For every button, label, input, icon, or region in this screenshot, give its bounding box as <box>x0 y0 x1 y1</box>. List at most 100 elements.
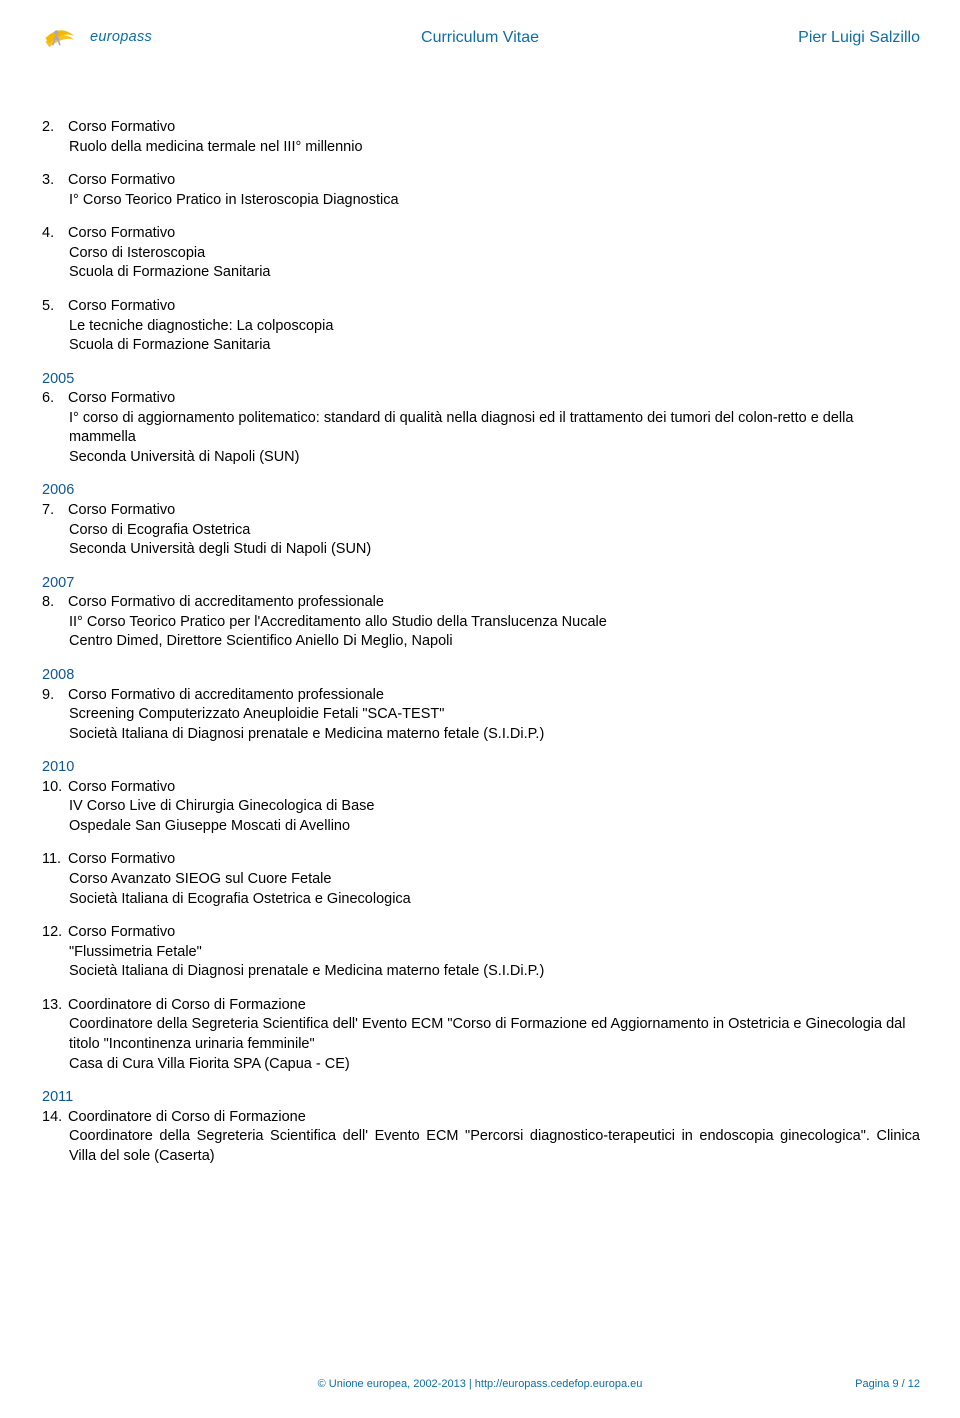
item-number: 7. <box>42 501 64 521</box>
europass-logo-icon <box>40 18 80 58</box>
item-body: IV Corso Live di Chirurgia Ginecologica … <box>42 797 920 836</box>
page-title: Curriculum Vitae <box>421 27 539 49</box>
item-heading: 10. Corso Formativo <box>42 778 920 798</box>
item-body: Corso di Ecografia OstetricaSeconda Univ… <box>42 521 920 560</box>
item-line: Casa di Cura Villa Fiorita SPA (Capua - … <box>69 1055 920 1075</box>
item-number: 6. <box>42 389 64 409</box>
year-heading: 2008 <box>42 666 920 686</box>
item-number: 5. <box>42 297 64 317</box>
item-line: Società Italiana di Ecografia Ostetrica … <box>69 890 920 910</box>
item-title: Corso Formativo <box>68 779 175 795</box>
item-line: Coordinatore della Segreteria Scientific… <box>69 1127 920 1166</box>
item-body: Coordinatore della Segreteria Scientific… <box>42 1127 920 1166</box>
item-title: Corso Formativo <box>68 172 175 188</box>
item-body: Le tecniche diagnostiche: La colposcopia… <box>42 317 920 356</box>
item-title: Corso Formativo <box>68 119 175 135</box>
item-line: Società Italiana di Diagnosi prenatale e… <box>69 962 920 982</box>
year-heading: 2006 <box>42 481 920 501</box>
item-line: Scuola di Formazione Sanitaria <box>69 336 920 356</box>
page: europass Curriculum Vitae Pier Luigi Sal… <box>0 0 960 1418</box>
europass-logo-text: europass <box>90 28 152 48</box>
item-line: Corso Avanzato SIEOG sul Cuore Fetale <box>69 870 920 890</box>
cv-item: 9. Corso Formativo di accreditamento pro… <box>42 686 920 745</box>
cv-item: 12. Corso Formativo"Flussimetria Fetale"… <box>42 923 920 982</box>
item-line: Corso di Ecografia Ostetrica <box>69 521 920 541</box>
item-line: I° Corso Teorico Pratico in Isteroscopia… <box>69 191 920 211</box>
item-line: Corso di Isteroscopia <box>69 244 920 264</box>
item-number: 12. <box>42 923 64 943</box>
item-body: "Flussimetria Fetale"Società Italiana di… <box>42 943 920 982</box>
cv-item: 6. Corso Formativo I° corso di aggiorname… <box>42 389 920 467</box>
item-number: 8. <box>42 593 64 613</box>
item-number: 11. <box>42 850 64 870</box>
item-title: Coordinatore di Corso di Formazione <box>68 997 306 1013</box>
item-line: Ospedale San Giuseppe Moscati di Avellin… <box>69 817 920 837</box>
item-line: Screening Computerizzato Aneuploidie Fet… <box>69 705 920 725</box>
item-line: "Flussimetria Fetale" <box>69 943 920 963</box>
item-line: Seconda Università degli Studi di Napoli… <box>69 540 920 560</box>
cv-item: 8. Corso Formativo di accreditamento pro… <box>42 593 920 652</box>
cv-item: 14. Coordinatore di Corso di FormazioneC… <box>42 1108 920 1167</box>
item-body: Coordinatore della Segreteria Scientific… <box>42 1015 920 1074</box>
cv-item: 5. Corso FormativoLe tecniche diagnostic… <box>42 297 920 356</box>
page-header: europass Curriculum Vitae Pier Luigi Sal… <box>40 18 920 58</box>
cv-item: 3. Corso FormativoI° Corso Teorico Prati… <box>42 171 920 210</box>
year-heading: 2005 <box>42 370 920 390</box>
item-heading: 12. Corso Formativo <box>42 923 920 943</box>
item-number: 14. <box>42 1108 64 1128</box>
item-body: Corso Avanzato SIEOG sul Cuore FetaleSoc… <box>42 870 920 909</box>
item-line: Società Italiana di Diagnosi prenatale e… <box>69 725 920 745</box>
item-number: 13. <box>42 996 64 1016</box>
item-title: Corso Formativo <box>68 851 175 867</box>
item-title: Corso Formativo <box>68 924 175 940</box>
cv-item: 10. Corso FormativoIV Corso Live di Chir… <box>42 778 920 837</box>
cv-item: 13. Coordinatore di Corso di Formazione C… <box>42 996 920 1074</box>
cv-item: 11. Corso FormativoCorso Avanzato SIEOG … <box>42 850 920 909</box>
year-heading: 2010 <box>42 758 920 778</box>
item-number: 4. <box>42 224 64 244</box>
item-line: Centro Dimed, Direttore Scientifico Anie… <box>69 632 920 652</box>
item-body: II° Corso Teorico Pratico per l'Accredit… <box>42 613 920 652</box>
item-line: Scuola di Formazione Sanitaria <box>69 263 920 283</box>
person-name: Pier Luigi Salzillo <box>798 27 920 49</box>
item-heading: 4. Corso Formativo <box>42 224 920 244</box>
item-body: Corso di IsteroscopiaScuola di Formazion… <box>42 244 920 283</box>
header-left-group: europass <box>40 18 152 58</box>
item-number: 2. <box>42 118 64 138</box>
item-heading: 9. Corso Formativo di accreditamento pro… <box>42 686 920 706</box>
item-line: II° Corso Teorico Pratico per l'Accredit… <box>69 613 920 633</box>
item-title: Corso Formativo <box>68 225 175 241</box>
item-number: 10. <box>42 778 64 798</box>
item-body: I° Corso Teorico Pratico in Isteroscopia… <box>42 191 920 211</box>
item-line: Le tecniche diagnostiche: La colposcopia <box>69 317 920 337</box>
item-heading: 3. Corso Formativo <box>42 171 920 191</box>
item-body: Ruolo della medicina termale nel III° mi… <box>42 138 920 158</box>
item-line: IV Corso Live di Chirurgia Ginecologica … <box>69 797 920 817</box>
page-footer: © Unione europea, 2002-2013 | http://eur… <box>0 1377 960 1392</box>
year-heading: 2011 <box>42 1088 920 1108</box>
item-title: Corso Formativo <box>68 298 175 314</box>
item-line: Seconda Università di Napoli (SUN) <box>69 448 920 468</box>
item-heading: 14. Coordinatore di Corso di Formazione <box>42 1108 920 1128</box>
item-heading: 11. Corso Formativo <box>42 850 920 870</box>
item-line: Ruolo della medicina termale nel III° mi… <box>69 138 920 158</box>
footer-copyright: © Unione europea, 2002-2013 | http://eur… <box>318 1377 643 1392</box>
year-heading: 2007 <box>42 574 920 594</box>
item-body: Screening Computerizzato Aneuploidie Fet… <box>42 705 920 744</box>
cv-body: 2. Corso FormativoRuolo della medicina t… <box>40 118 920 1166</box>
page-number: Pagina 9 / 12 <box>855 1377 920 1392</box>
cv-item: 2. Corso FormativoRuolo della medicina t… <box>42 118 920 157</box>
item-heading: 5. Corso Formativo <box>42 297 920 317</box>
item-title: Corso Formativo di accreditamento profes… <box>68 594 384 610</box>
item-body: I° corso di aggiornamento politematico: … <box>42 409 920 468</box>
item-heading: 7. Corso Formativo <box>42 501 920 521</box>
item-title: Corso Formativo di accreditamento profes… <box>68 687 384 703</box>
item-heading: 8. Corso Formativo di accreditamento pro… <box>42 593 920 613</box>
item-line: Coordinatore della Segreteria Scientific… <box>69 1015 920 1054</box>
item-title: Corso Formativo <box>68 390 175 406</box>
item-number: 3. <box>42 171 64 191</box>
item-heading: 2. Corso Formativo <box>42 118 920 138</box>
item-line: I° corso di aggiornamento politematico: … <box>69 409 920 448</box>
cv-item: 4. Corso FormativoCorso di IsteroscopiaS… <box>42 224 920 283</box>
item-number: 9. <box>42 686 64 706</box>
